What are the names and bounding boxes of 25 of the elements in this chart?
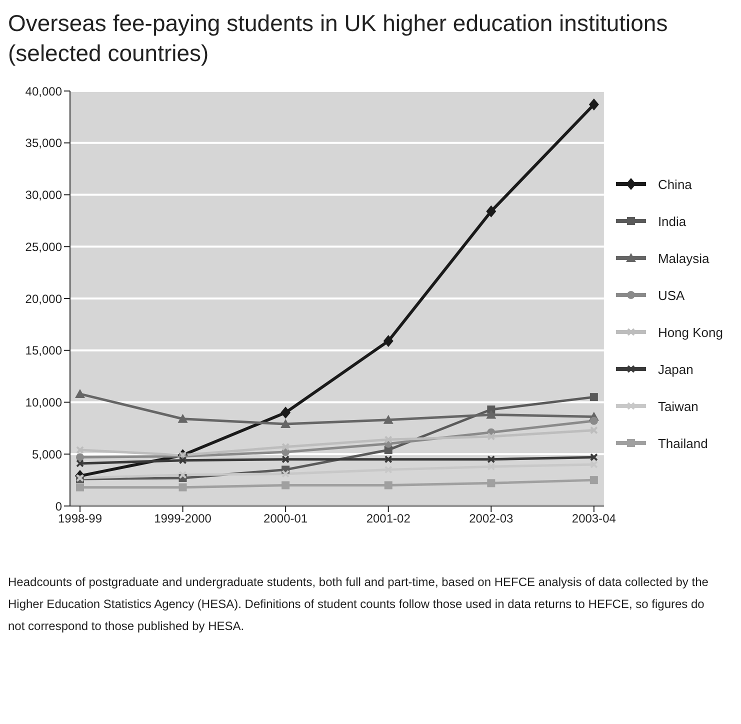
- legend-label: Hong Kong: [658, 324, 723, 340]
- legend-label: China: [658, 176, 692, 192]
- chart-title: Overseas fee-paying students in UK higher education institutions (selected countries): [8, 9, 669, 68]
- x-tick-label: 1999-2000: [154, 512, 212, 526]
- y-tick-label: 20,000: [25, 292, 62, 306]
- y-tick-label: 25,000: [25, 240, 62, 254]
- y-tick-label: 10,000: [25, 396, 62, 410]
- y-tick-label: 30,000: [25, 188, 62, 202]
- legend-label: Thailand: [658, 436, 708, 450]
- y-tick-label: 40,000: [25, 84, 62, 98]
- y-tick-label: 35,000: [25, 136, 62, 150]
- y-tick-label: 5,000: [32, 447, 62, 462]
- legend-label: Japan: [658, 362, 694, 376]
- legend-label: Taiwan: [658, 398, 698, 414]
- y-tick-label: 0: [55, 499, 62, 514]
- legend-label: Malaysia: [658, 250, 710, 266]
- x-tick-label: 1998-99: [58, 512, 102, 526]
- text: Headcounts of postgraduate and undergraduate students, both full and part-time, based on HEFCE analysis of data collected by the Higher Education Statistics Agency (HESA). Definitions of student counts follow those used in data returns to HEFCE, so figures do not correspond to those published by HESA.: [8, 574, 710, 635]
- x-tick-label: 2003-04: [572, 512, 616, 526]
- x-tick-label: 2000-01: [264, 512, 308, 526]
- y-tick-label: 15,000: [25, 344, 62, 358]
- legend-label: USA: [658, 288, 685, 302]
- x-tick-label: 2002-03: [469, 512, 514, 526]
- x-tick-label: 2001-02: [366, 512, 411, 526]
- legend-label: India: [658, 214, 686, 228]
